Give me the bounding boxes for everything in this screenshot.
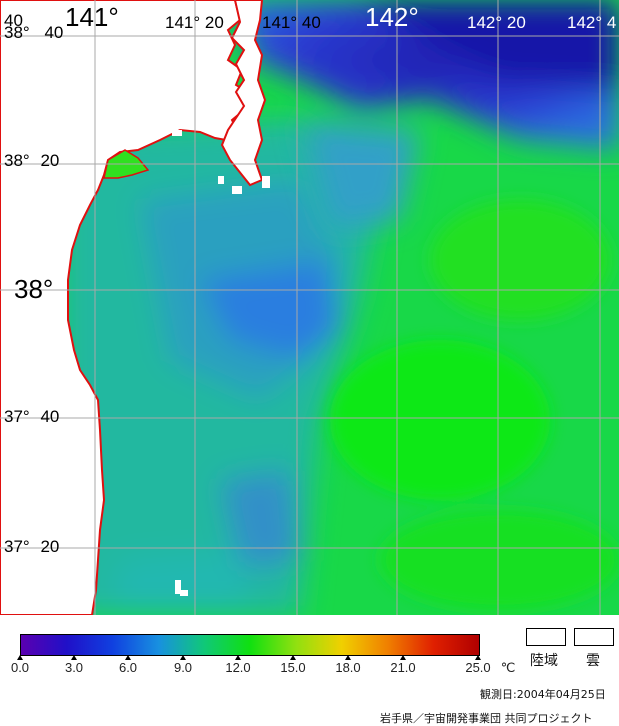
credit-line: 岩手県／宇宙開発事業団 共同プロジェクト	[380, 712, 593, 725]
lon-label-142-20: 142° 20	[467, 13, 526, 32]
lon-label-141-40: 141° 40	[262, 13, 321, 32]
colorbar-tick-label: 25.0	[465, 660, 491, 675]
colorbar-tick-label: 18.0	[335, 660, 361, 675]
lat-deg: 37°	[4, 537, 30, 556]
lat-deg: 38°	[14, 274, 54, 304]
colorbar-tick-label: 21.0	[390, 660, 416, 675]
colorbar-tick-mark	[345, 655, 351, 660]
graticule	[0, 0, 619, 615]
land-peninsula	[220, 0, 267, 187]
colorbar-tick-label: 0.0	[10, 660, 30, 675]
lat-min: 20	[40, 537, 60, 556]
lat-label-37-20: 37° 20	[4, 538, 59, 555]
lat-min: 40	[40, 407, 60, 426]
colorbar-tick-mark	[17, 655, 23, 660]
colorbar-tick-mark	[400, 655, 406, 660]
northern-cold-water	[240, 0, 619, 230]
lon-label-141: 141°	[65, 2, 119, 32]
cloud-legend-swatch	[574, 628, 614, 646]
lat-deg: 37°	[4, 407, 30, 426]
lat-deg: 38°	[4, 151, 30, 170]
lon-label-140-40: 40	[4, 11, 23, 30]
land-legend-label: 陸域	[530, 653, 558, 669]
lat-label-37-40: 37° 40	[4, 408, 59, 425]
lat-label-38-40: 38° 40	[4, 24, 63, 41]
colorbar-tick-mark	[125, 655, 131, 660]
colorbar-tick-label: 6.0	[118, 660, 138, 675]
colorbar-unit: ℃	[500, 660, 516, 675]
lat-min: 20	[40, 151, 60, 170]
lat-label-38: 38°	[14, 276, 53, 302]
cloud-specks	[172, 130, 270, 596]
colorbar-tick-mark	[180, 655, 186, 660]
colorbar-tick-mark	[235, 655, 241, 660]
lat-label-38-20: 38° 20	[4, 152, 59, 169]
observation-date: 観測日:2004年04月25日	[480, 688, 606, 701]
lat-deg: 38°	[4, 23, 30, 42]
offshore-warm-patches	[330, 200, 619, 610]
colorbar-tick-label: 12.0	[225, 660, 251, 675]
sea-surface-temperature-map	[0, 0, 619, 615]
lon-label-142: 142°	[365, 2, 419, 32]
coastal-temperature-band	[60, 120, 380, 615]
temperature-colorbar	[20, 634, 480, 656]
colorbar-tick-mark	[71, 655, 77, 660]
lat-min: 40	[44, 23, 64, 42]
land-legend-swatch	[526, 628, 566, 646]
colorbar-tick-label: 3.0	[64, 660, 84, 675]
colorbar-tick-label: 9.0	[173, 660, 193, 675]
colorbar-tick-label: 15.0	[280, 660, 306, 675]
lon-label-141-20: 141° 20	[165, 13, 224, 32]
colorbar-tick-mark	[475, 655, 481, 660]
lon-label-142-40: 142° 4	[567, 13, 617, 32]
cloud-legend-label: 雲	[586, 653, 600, 669]
colorbar-tick-mark	[290, 655, 296, 660]
